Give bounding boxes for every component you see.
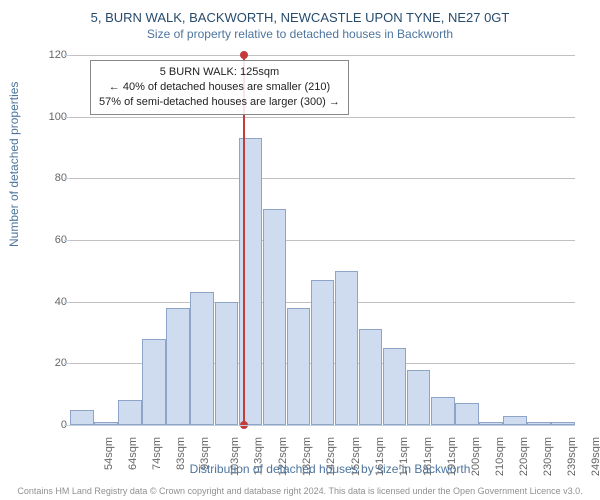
histogram-bar <box>455 403 479 425</box>
x-axis-title: Distribution of detached houses by size … <box>30 462 600 476</box>
histogram-bar <box>239 138 263 425</box>
histogram-bar <box>70 410 94 425</box>
chart-title: 5, BURN WALK, BACKWORTH, NEWCASTLE UPON … <box>0 0 600 25</box>
histogram-bar <box>118 400 142 425</box>
histogram-bar <box>142 339 166 425</box>
annotation-line2: ← 40% of detached houses are smaller (21… <box>99 80 340 95</box>
histogram-bar <box>431 397 455 425</box>
histogram-bar <box>190 292 214 425</box>
annotation-box: 5 BURN WALK: 125sqm ← 40% of detached ho… <box>90 60 349 115</box>
chart-subtitle: Size of property relative to detached ho… <box>0 25 600 41</box>
y-axis-title: Number of detached properties <box>7 82 21 247</box>
annotation-line3: 57% of semi-detached houses are larger (… <box>99 95 340 110</box>
credits-text: Contains HM Land Registry data © Crown c… <box>0 486 600 496</box>
histogram-bar <box>215 302 239 425</box>
annotation-line1: 5 BURN WALK: 125sqm <box>99 65 340 80</box>
histogram-bar <box>263 209 287 425</box>
histogram-bar <box>359 329 383 425</box>
histogram-bar <box>335 271 359 425</box>
histogram-bar <box>287 308 311 425</box>
histogram-bar <box>383 348 407 425</box>
histogram-bar <box>166 308 190 425</box>
histogram-bar <box>311 280 335 425</box>
histogram-bar <box>503 416 527 425</box>
histogram-bar <box>407 370 431 426</box>
x-axis-line <box>70 425 575 426</box>
